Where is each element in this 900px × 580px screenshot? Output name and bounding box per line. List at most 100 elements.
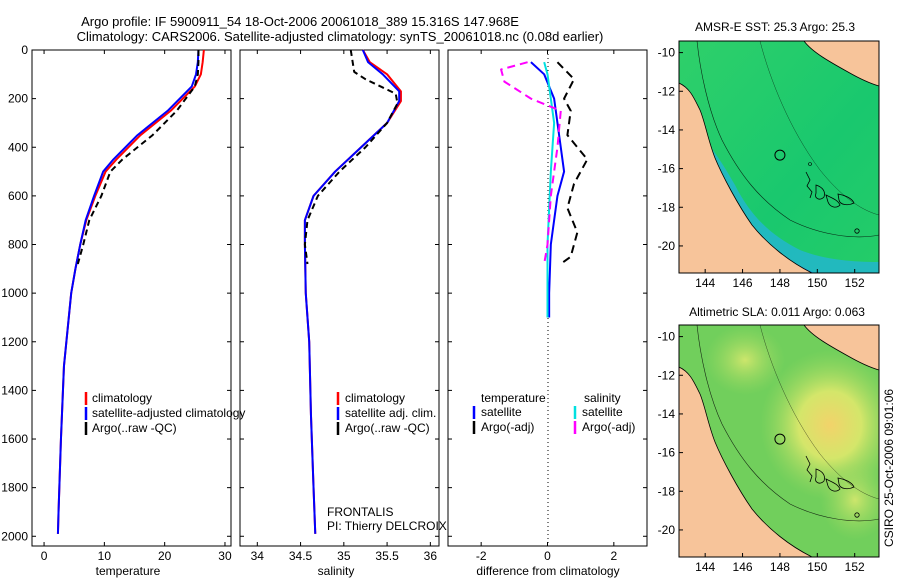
sla-land	[679, 367, 812, 557]
x-tick-label-10: 10	[98, 549, 112, 563]
sst-map-image	[679, 41, 879, 273]
map-x-tick-label-146: 146	[733, 560, 753, 574]
legend-label-satellite-adjusted: satellite-adjusted climatology	[92, 406, 245, 420]
x-tick-label-2: -2	[476, 549, 487, 563]
map-y-tick-label-18: -18	[658, 200, 676, 214]
series-line-argo-raw-qc	[76, 50, 200, 265]
y-tick-label-600: 600	[8, 189, 28, 203]
difference-y-ticks	[448, 49, 647, 537]
map-y-tick-label-14: -14	[658, 123, 676, 137]
series-line-climatology	[56, 49, 205, 534]
legend-header-salinity: salinity	[584, 391, 621, 405]
salinity-x-label: salinity	[318, 564, 355, 578]
sst-map-x-axis: 144 146 148 150 152	[695, 269, 865, 290]
legend-label-temp-satellite: satellite	[481, 405, 522, 419]
map-y-tick-label-20: -20	[658, 239, 676, 253]
y-tick-label-200: 200	[8, 92, 28, 106]
map-x-tick-label-148: 148	[770, 560, 790, 574]
y-tick-label-1800: 1800	[1, 481, 28, 495]
salinity-legend: climatology satellite adj. clim. Argo(..…	[336, 391, 436, 435]
legend-header-temperature: temperature	[481, 391, 546, 405]
temperature-lines	[56, 49, 205, 534]
y-tick-label-1200: 1200	[1, 335, 28, 349]
difference-x-label: difference from climatology	[476, 564, 619, 578]
temperature-x-axis: 0 10 20 30	[41, 50, 232, 563]
x-tick-label-0: 0	[41, 549, 48, 563]
temperature-x-label: temperature	[96, 564, 161, 578]
y-tick-label-2000: 2000	[1, 529, 28, 543]
difference-lines	[500, 61, 589, 318]
temperature-panel: 0 200 400 600 800 1000 1200 1400 1600 1800 2000 0 1…	[1, 43, 245, 578]
map-x-tick-label-150: 150	[807, 560, 827, 574]
figure-title-line2: Climatology: CARS2006. Satellite-adjuste…	[77, 29, 604, 44]
series-line-satellite-adj-clim	[303, 49, 401, 534]
salinity-x-axis: 34 34.5 35 35.5 36	[251, 50, 438, 563]
legend-label-climatology: climatology	[345, 391, 405, 405]
salinity-panel: 34 34.5 35 35.5 36 salinity climatology sate…	[239, 49, 447, 578]
map-y-tick-label-18: -18	[658, 484, 676, 498]
map-x-tick-label-146: 146	[733, 276, 753, 290]
series-line-satellite-adjusted-climatology	[56, 49, 200, 534]
x-tick-label-35: 35	[337, 549, 351, 563]
map-y-tick-label-16: -16	[658, 446, 676, 460]
legend-label-sal-satellite: satellite	[582, 405, 623, 419]
temperature-y-axis: 0 200 400 600 800 1000 1200 1400 1600 1800 2000	[1, 43, 231, 543]
sst-land-north	[804, 41, 879, 86]
salinity-lines	[303, 49, 402, 534]
sla-argo-location-marker	[774, 433, 786, 445]
sla-map-y-axis: -10 -12 -14 -16 -18 -20	[658, 330, 683, 537]
legend-label-sal-argo: Argo(-adj)	[582, 420, 635, 434]
legend-label-argo: Argo(..raw -QC)	[92, 421, 177, 435]
y-tick-label-0: 0	[21, 43, 28, 57]
sst-map-title: AMSR-E SST: 25.3 Argo: 25.3	[695, 20, 855, 34]
sla-map-frame	[678, 324, 880, 558]
x-tick-label-0: 0	[544, 549, 551, 563]
y-tick-label-1000: 1000	[1, 286, 28, 300]
sla-map-title: Altimetric SLA: 0.011 Argo: 0.063	[689, 305, 865, 319]
principal-investigator: PI: Thierry DELCROIX	[327, 519, 447, 533]
map-x-tick-label-144: 144	[695, 560, 715, 574]
map-x-tick-label-144: 144	[695, 276, 715, 290]
x-tick-label-34-5: 34.5	[289, 549, 313, 563]
project-name: FRONTALIS	[327, 505, 393, 519]
map-y-tick-label-10: -10	[658, 46, 676, 60]
map-y-tick-label-14: -14	[658, 407, 676, 421]
series-line-temperature-argo-adj	[556, 61, 589, 265]
temperature-plot-frame	[31, 49, 232, 547]
map-y-tick-label-12: -12	[658, 368, 676, 382]
sst-map-frame	[678, 40, 880, 274]
sla-map-panel: Altimetric SLA: 0.011 Argo: 0.063 144 146…	[658, 305, 880, 574]
y-tick-label-400: 400	[8, 140, 28, 154]
map-y-tick-label-10: -10	[658, 330, 676, 344]
map-y-tick-label-16: -16	[658, 162, 676, 176]
x-tick-label-35-5: 35.5	[375, 549, 399, 563]
difference-legend: temperature salinity satellite Argo(-adj…	[472, 391, 635, 434]
legend-label-argo: Argo(..raw -QC)	[345, 421, 430, 435]
x-tick-label-36: 36	[424, 549, 438, 563]
temperature-legend: climatology satellite-adjusted climatolo…	[84, 391, 245, 435]
sla-map-image	[679, 325, 879, 557]
map-x-tick-label-150: 150	[807, 276, 827, 290]
salinity-y-ticks	[240, 49, 439, 537]
series-line-salinity-argo-adj	[500, 61, 562, 265]
credit-timestamp: CSIRO 25-Oct-2006 09:01:06	[882, 389, 896, 547]
sla-map-x-axis: 144 146 148 150 152	[695, 553, 865, 574]
map-y-tick-label-12: -12	[658, 84, 676, 98]
series-line-argo-raw-qc	[303, 49, 399, 265]
salinity-plot-frame	[239, 49, 440, 547]
y-tick-label-1400: 1400	[1, 383, 28, 397]
x-tick-label-34: 34	[251, 549, 265, 563]
y-tick-label-1600: 1600	[1, 432, 28, 446]
sst-map-y-axis: -10 -12 -14 -16 -18 -20	[658, 46, 683, 253]
x-tick-label-20: 20	[158, 549, 172, 563]
sst-map-panel: AMSR-E SST: 25.3 Argo: 25.3 144 146 148 150…	[658, 20, 880, 290]
legend-label-temp-argo: Argo(-adj)	[481, 420, 534, 434]
y-tick-label-800: 800	[8, 238, 28, 252]
sst-argo-location-marker	[774, 149, 786, 161]
map-x-tick-label-152: 152	[845, 276, 865, 290]
x-tick-label-30: 30	[218, 549, 232, 563]
series-line-salinity-satellite	[543, 61, 556, 318]
sla-land-north	[804, 325, 879, 370]
legend-label-satellite-adj: satellite adj. clim.	[345, 406, 436, 420]
